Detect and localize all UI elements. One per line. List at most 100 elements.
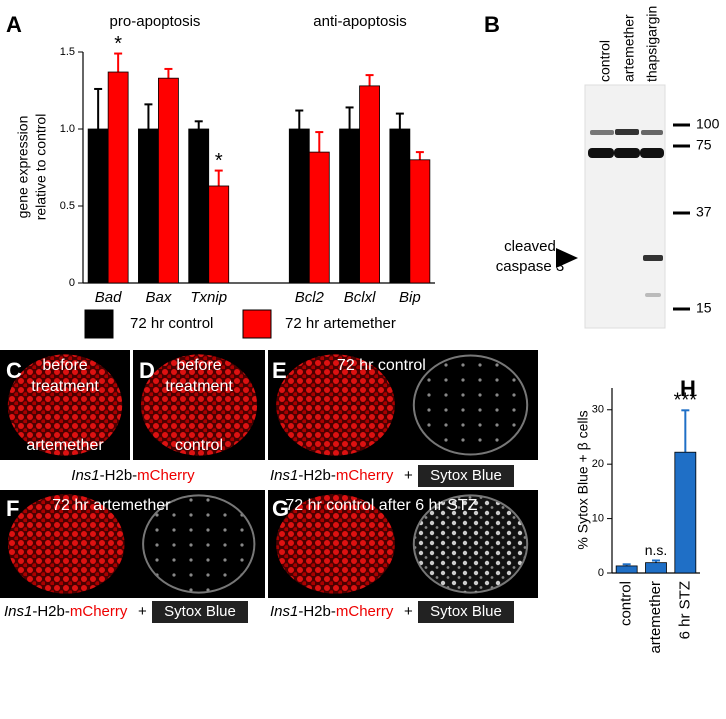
band <box>640 148 664 158</box>
lane-label: control <box>597 40 613 82</box>
caption: Ins1-H2b-mCherry + Sytox Blue <box>270 465 514 487</box>
y-axis-label: % Sytox Blue + β cells <box>575 410 591 549</box>
significance: * <box>114 33 122 55</box>
bar <box>674 451 697 574</box>
lane-label: thapsigargin <box>644 6 660 82</box>
y-tick-label: 0 <box>598 567 604 579</box>
panel-label: E <box>272 358 287 383</box>
bar <box>359 85 380 284</box>
panel-label: D <box>139 358 155 383</box>
bar <box>188 128 210 284</box>
bar <box>208 185 230 284</box>
group-label: anti-apoptosis <box>313 13 406 30</box>
islet-sytox <box>142 494 256 594</box>
image-label: control <box>175 437 223 454</box>
legend-swatch <box>84 309 114 339</box>
panel-label: H <box>680 376 696 401</box>
image-label: before <box>42 357 87 374</box>
legend-swatch <box>242 309 272 339</box>
bar <box>288 128 310 284</box>
bar <box>615 565 638 574</box>
svg-text:Ins1-H2b-mCherry: Ins1-H2b-mCherry <box>4 603 128 620</box>
panel-label: F <box>6 496 19 521</box>
blot <box>584 84 666 329</box>
legend-label: 72 hr artemether <box>285 315 396 332</box>
svg-text:+: + <box>404 603 413 620</box>
arrow-label: cleaved <box>504 238 556 255</box>
bar <box>158 77 179 284</box>
bar <box>308 151 330 284</box>
band <box>588 148 614 158</box>
image-label: artemether <box>26 437 104 454</box>
micrographs <box>0 350 538 598</box>
svg-text:+: + <box>138 603 147 620</box>
panel-label: B <box>484 12 500 37</box>
group-label: pro-apoptosis <box>110 13 201 30</box>
x-tick-label: Bcl2 <box>295 289 325 306</box>
bar <box>409 159 431 284</box>
arrow-label: caspase 3 <box>496 258 564 275</box>
svg-text:Sytox Blue: Sytox Blue <box>430 467 502 484</box>
x-tick-label: artemether <box>647 581 664 654</box>
islet <box>276 354 395 456</box>
caption: Ins1-H2b-mCherry + Sytox Blue <box>4 601 248 623</box>
band <box>590 130 614 135</box>
marker-label: 100 <box>696 116 720 132</box>
band <box>645 293 661 297</box>
bar <box>339 128 360 284</box>
x-tick-label: 6 hr STZ <box>676 581 693 639</box>
islet <box>7 354 123 456</box>
bar <box>138 128 159 284</box>
image-label: 72 hr control after 6 hr STZ <box>285 497 477 514</box>
y-tick-label: 0.5 <box>60 200 75 212</box>
legend-label: 72 hr control <box>130 315 213 332</box>
arrow <box>556 248 578 268</box>
x-tick-label: Txnip <box>190 289 227 306</box>
significance: n.s. <box>645 542 668 558</box>
band <box>643 255 663 261</box>
y-tick-label: 0 <box>69 277 75 289</box>
image-label: treatment <box>31 378 99 395</box>
significance: *** <box>674 390 698 412</box>
panel-label: G <box>272 496 289 521</box>
islet <box>140 354 258 456</box>
islet <box>7 494 125 594</box>
y-tick-label: 30 <box>592 404 604 416</box>
x-tick-label: Bclxl <box>344 289 376 306</box>
band <box>641 130 663 135</box>
image-label: 72 hr control <box>337 357 426 374</box>
significance: * <box>215 150 223 172</box>
y-axis-label: gene expression <box>15 116 31 219</box>
y-tick-label: 1.0 <box>60 123 75 135</box>
y-tick-label: 1.5 <box>60 46 75 58</box>
panel-label: A <box>6 12 22 37</box>
svg-text:Ins1-H2b-mCherry: Ins1-H2b-mCherry <box>270 603 394 620</box>
svg-text:Sytox Blue: Sytox Blue <box>164 603 236 620</box>
svg-text:Ins1-H2b-mCherry: Ins1-H2b-mCherry <box>270 467 394 484</box>
bar <box>645 562 667 574</box>
svg-text:+: + <box>404 467 413 484</box>
image-label: treatment <box>165 378 233 395</box>
x-tick-label: Bad <box>95 289 122 306</box>
islet-sytox <box>412 494 529 594</box>
bar <box>107 71 129 284</box>
lane-label: artemether <box>621 14 637 82</box>
bar <box>389 128 411 284</box>
marker-label: 37 <box>696 204 712 220</box>
svg-text:Sytox Blue: Sytox Blue <box>430 603 502 620</box>
y-tick-label: 20 <box>592 458 604 470</box>
x-tick-label: Bip <box>399 289 421 306</box>
panel-label: C <box>6 358 22 383</box>
x-tick-label: Bax <box>145 289 171 306</box>
y-axis-label: relative to control <box>33 114 49 221</box>
caption: Ins1-H2b-mCherry <box>71 467 195 484</box>
band <box>614 148 640 158</box>
x-tick-label: control <box>618 581 635 626</box>
islet-sytox <box>412 354 529 456</box>
marker-label: 75 <box>696 137 712 153</box>
band <box>615 129 639 135</box>
y-tick-label: 10 <box>592 512 604 524</box>
image-label: 72 hr artemether <box>52 497 171 514</box>
islet <box>276 494 395 594</box>
